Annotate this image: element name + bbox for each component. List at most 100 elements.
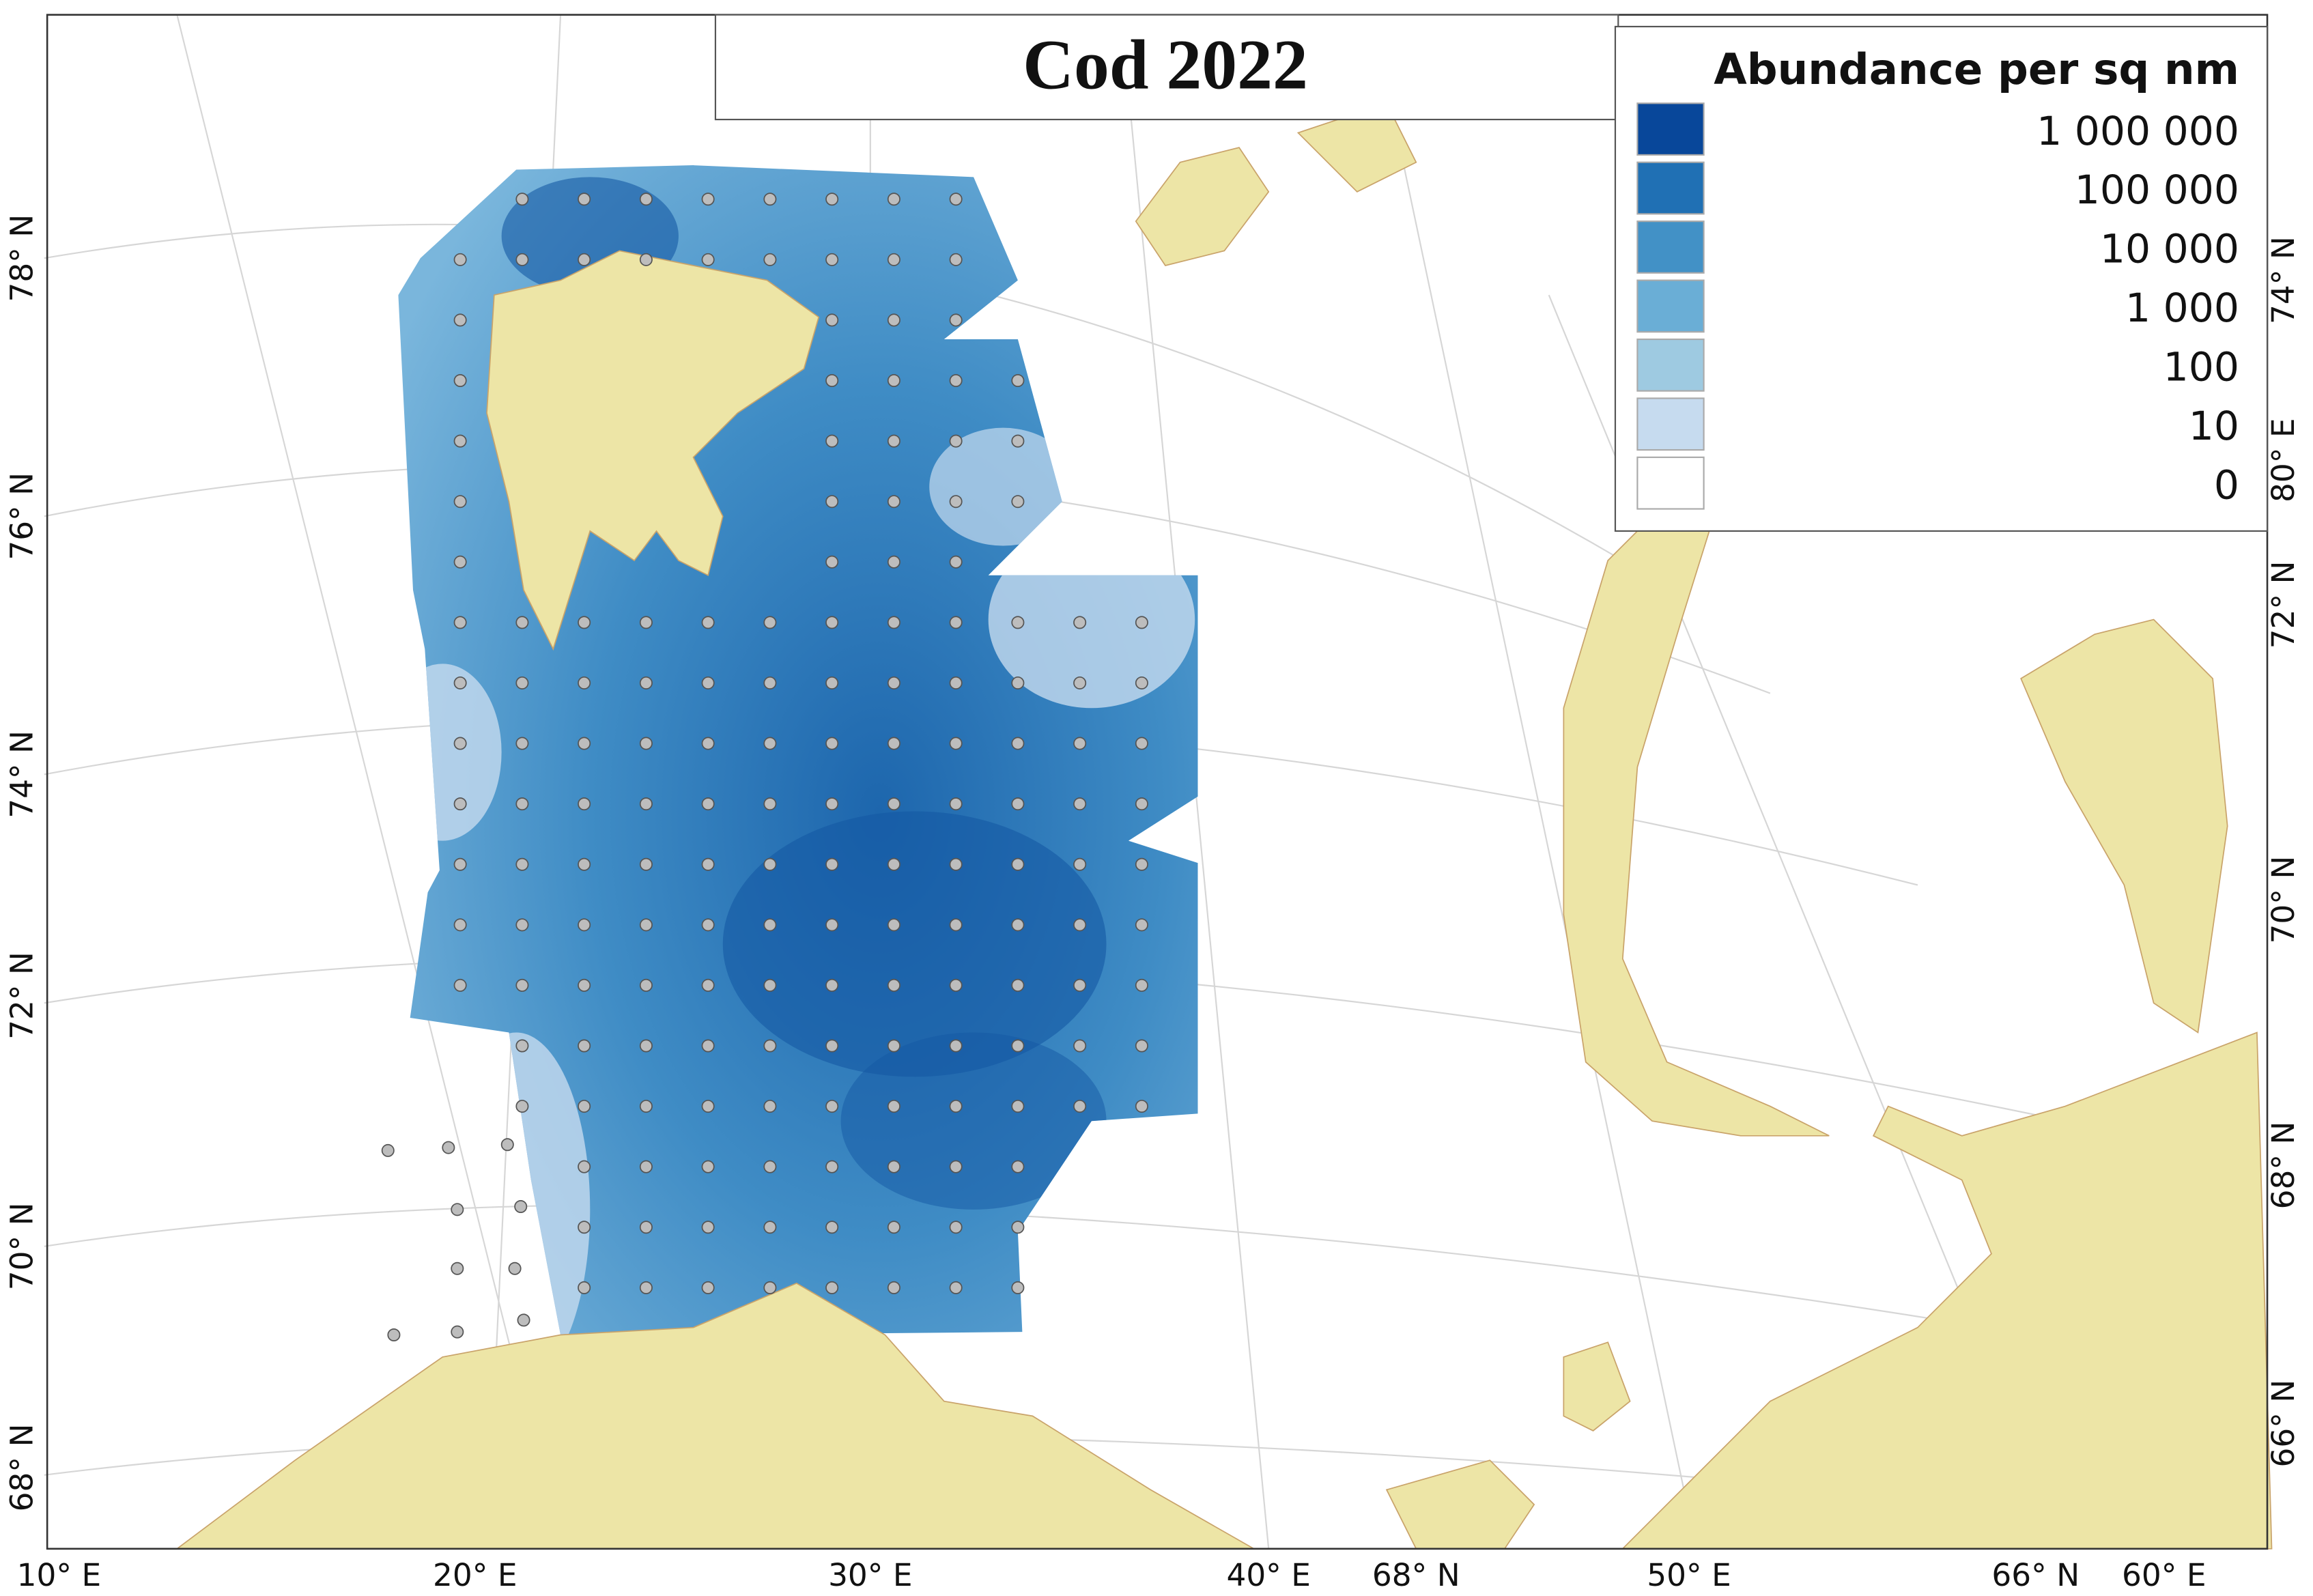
station: [887, 1039, 900, 1053]
station: [1073, 676, 1087, 689]
station: [639, 676, 653, 689]
station: [1135, 918, 1148, 932]
station: [453, 616, 467, 629]
station: [1073, 1100, 1087, 1113]
station: [701, 918, 715, 932]
station: [1135, 737, 1148, 750]
station: [763, 918, 777, 932]
station: [1011, 978, 1025, 992]
station: [887, 495, 900, 509]
station: [949, 193, 963, 206]
station: [1073, 797, 1087, 811]
station: [453, 313, 467, 327]
left-axis-label: 74° N: [4, 730, 40, 818]
bottom-axis-label: 40° E: [1226, 1557, 1310, 1593]
legend-swatch: [1636, 397, 1705, 451]
station: [578, 797, 591, 811]
station: [1073, 978, 1087, 992]
left-axis-label: 72° N: [4, 952, 40, 1040]
station: [825, 797, 839, 811]
station: [453, 797, 467, 811]
station: [949, 737, 963, 750]
station: [578, 918, 591, 932]
station: [639, 857, 653, 871]
station: [887, 1160, 900, 1173]
legend-swatch: [1636, 279, 1705, 333]
station: [1135, 857, 1148, 871]
station: [763, 978, 777, 992]
station: [1011, 737, 1025, 750]
station: [451, 1325, 464, 1339]
station: [1073, 737, 1087, 750]
station: [825, 1100, 839, 1113]
station: [1011, 1100, 1025, 1113]
station: [453, 918, 467, 932]
right-axis-label: 72° N: [2265, 561, 2301, 649]
station: [639, 978, 653, 992]
station: [639, 1281, 653, 1294]
station: [639, 253, 653, 266]
station: [825, 313, 839, 327]
station: [1073, 918, 1087, 932]
station: [1011, 434, 1025, 448]
station: [887, 193, 900, 206]
station: [1011, 1281, 1025, 1294]
station: [825, 857, 839, 871]
legend-swatch: [1636, 102, 1705, 156]
station: [514, 1200, 528, 1214]
station: [500, 1138, 514, 1152]
station: [578, 1281, 591, 1294]
left-axis-label: 78° N: [4, 214, 40, 302]
station: [825, 374, 839, 388]
bottom-axis-label: 60° E: [2122, 1557, 2206, 1593]
station: [515, 676, 529, 689]
station: [639, 1160, 653, 1173]
station: [1011, 918, 1025, 932]
legend-box: [1614, 25, 2269, 532]
station: [578, 616, 591, 629]
axis-labels: 78° N 76° N 74° N 72° N 70° N 68° N 74° N 80° E…: [4, 214, 2301, 1593]
station: [887, 1281, 900, 1294]
station: [949, 1281, 963, 1294]
station: [1135, 1039, 1148, 1053]
station: [887, 857, 900, 871]
station: [763, 737, 777, 750]
station: [825, 616, 839, 629]
station: [1073, 1039, 1087, 1053]
station: [949, 978, 963, 992]
station: [1011, 676, 1025, 689]
station: [887, 616, 900, 629]
station: [949, 555, 963, 569]
legend-label: 10 000: [2100, 226, 2239, 272]
station: [825, 1281, 839, 1294]
station: [887, 253, 900, 266]
station: [825, 253, 839, 266]
station: [887, 374, 900, 388]
station: [639, 737, 653, 750]
bottom-axis-label: 20° E: [433, 1557, 517, 1593]
right-axis-label: 74° N: [2265, 236, 2301, 324]
station: [1011, 1160, 1025, 1173]
station: [701, 797, 715, 811]
station: [515, 978, 529, 992]
bottom-axis-label: 10° E: [17, 1557, 101, 1593]
station: [1135, 616, 1148, 629]
station: [763, 1221, 777, 1234]
station: [515, 1039, 529, 1053]
station: [825, 1039, 839, 1053]
station: [949, 374, 963, 388]
station: [887, 797, 900, 811]
station: [381, 1143, 395, 1157]
station: [763, 1160, 777, 1173]
station: [1073, 616, 1087, 629]
station: [949, 253, 963, 266]
station: [887, 1221, 900, 1234]
station: [1073, 857, 1087, 871]
station: [442, 1141, 455, 1154]
station: [578, 1221, 591, 1234]
station: [639, 1221, 653, 1234]
bottom-axis-label: 50° E: [1647, 1557, 1731, 1593]
station: [887, 1100, 900, 1113]
station: [515, 737, 529, 750]
